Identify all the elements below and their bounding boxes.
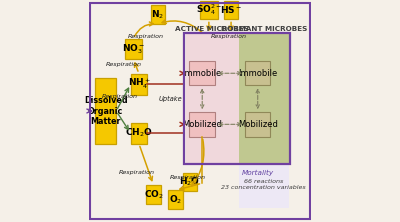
Text: CH$_2$O: CH$_2$O	[125, 127, 153, 139]
Text: Respiration: Respiration	[128, 34, 164, 39]
Text: Respiration: Respiration	[170, 175, 206, 180]
Text: Uptake: Uptake	[158, 96, 182, 102]
Bar	[146, 185, 160, 204]
Bar	[200, 1, 218, 20]
Text: Mobilized: Mobilized	[238, 120, 278, 129]
Text: NO$_3^-$: NO$_3^-$	[122, 42, 145, 56]
Bar	[125, 39, 142, 59]
Bar	[183, 173, 197, 191]
Text: Respiration: Respiration	[119, 170, 155, 174]
Text: Respiration: Respiration	[211, 34, 247, 39]
Text: ACTIVE MICROBES: ACTIVE MICROBES	[175, 26, 249, 32]
Text: Respiration: Respiration	[102, 94, 138, 99]
Bar	[131, 123, 147, 144]
Bar	[184, 33, 290, 164]
Text: Respiration: Respiration	[106, 62, 142, 67]
Bar	[245, 112, 270, 137]
Bar	[224, 1, 238, 20]
Text: Immobile: Immobile	[182, 69, 222, 78]
Text: Immobile: Immobile	[238, 69, 277, 78]
Text: N$_2$: N$_2$	[151, 8, 164, 21]
Text: Mobilized: Mobilized	[182, 120, 222, 129]
Text: Dissolved
Organic
Matter: Dissolved Organic Matter	[84, 96, 128, 126]
Text: 66 reactions
23 concentration variables: 66 reactions 23 concentration variables	[222, 179, 306, 190]
Text: CO$_2$: CO$_2$	[144, 188, 163, 200]
Bar	[131, 74, 147, 95]
Text: H$_2$O: H$_2$O	[180, 176, 200, 188]
Bar	[190, 112, 215, 137]
Bar	[186, 34, 239, 163]
Text: O$_2$: O$_2$	[169, 194, 182, 206]
Bar	[239, 165, 289, 208]
Bar	[190, 61, 215, 85]
Text: DORMANT MICROBES: DORMANT MICROBES	[221, 26, 307, 32]
Bar	[245, 61, 270, 85]
Bar	[151, 5, 165, 24]
Text: Mortality: Mortality	[242, 170, 274, 176]
Text: HS$^-$: HS$^-$	[220, 4, 242, 16]
Text: SO$_4^{2-}$: SO$_4^{2-}$	[196, 2, 222, 18]
Bar	[168, 190, 183, 209]
Bar	[239, 34, 289, 163]
Bar	[95, 78, 116, 144]
Text: NH$_4^+$: NH$_4^+$	[128, 77, 150, 91]
